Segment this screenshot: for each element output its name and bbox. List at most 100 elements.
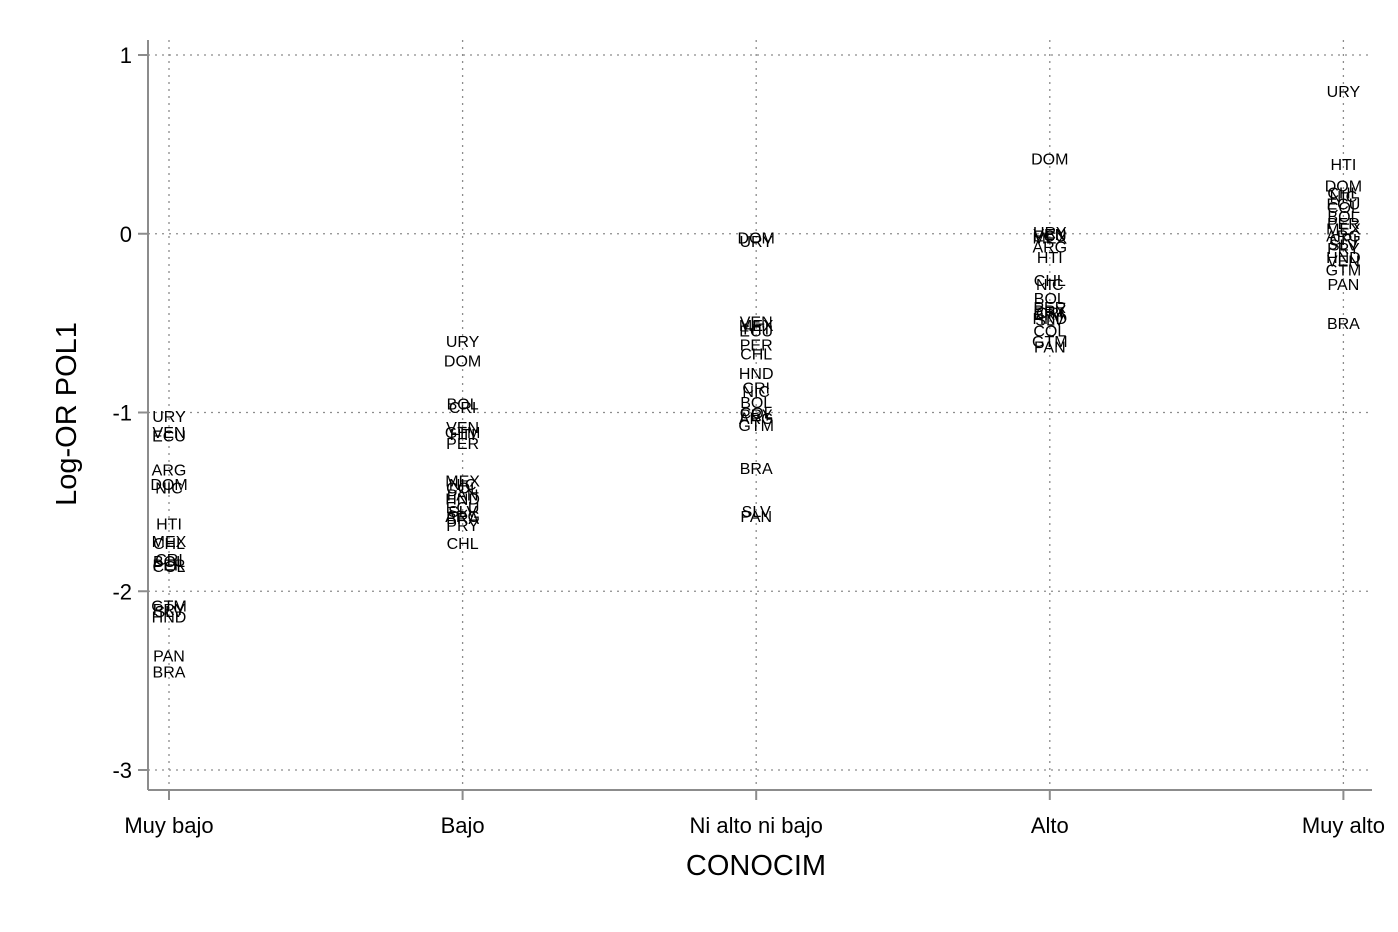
point-label-bra: BRA [1327,316,1360,333]
point-label-chl: CHL [1327,186,1359,203]
y-tick-label: 0 [120,222,132,247]
point-label-bol: BOL [740,395,772,412]
point-label-chl: CHL [447,536,479,553]
point-label-dom: DOM [444,354,481,371]
point-label-ecu: ECU [1327,196,1361,213]
point-label-pry: PRY [1033,304,1066,321]
point-label-ven: VEN [1327,254,1360,271]
point-label-slv: SLV [1035,313,1064,330]
point-label-chl: CHL [153,536,185,553]
point-label-ury: URY [446,334,480,351]
point-label-col: COL [1033,323,1066,340]
point-label-ecu: ECU [739,323,773,340]
point-label-arg: ARG [152,463,187,480]
point-label-gtm: GTM [1326,263,1362,280]
point-label-mex: MEX [739,318,774,335]
point-label-chl: CHL [1034,273,1066,290]
point-label-arg: ARG [445,509,480,526]
data-points: URYVENECUARGDOMNICHTIMEXCHLCRIBOLPERCOLG… [150,84,1362,682]
point-label-pry: PRY [153,602,186,619]
point-label-nic: NIC [155,481,183,498]
point-label-pry: PRY [740,407,773,424]
x-tick-label: Muy alto [1302,813,1385,838]
point-label-hnd: HND [1032,311,1067,328]
point-label-mex: MEX [152,534,187,551]
point-label-per: PER [740,338,773,355]
point-label-ury: URY [739,234,773,251]
point-label-bra: BRA [153,665,186,682]
point-label-pan: PAN [1328,277,1360,294]
point-label-hti: HTI [450,427,476,444]
point-label-gtm: GTM [738,418,774,435]
point-label-dom: DOM [150,477,187,494]
point-label-ury: URY [152,409,186,426]
x-tick-label: Bajo [441,813,485,838]
y-tick-label: -3 [112,758,132,783]
point-label-mex: MEX [445,473,480,490]
point-label-nic: NIC [742,384,770,401]
point-label-slv: SLV [1329,237,1358,254]
point-label-ecu: ECU [152,429,186,446]
y-axis-title: Log-OR POL1 [51,322,83,506]
point-label-pry: PRY [1327,241,1360,258]
point-label-bra: BRA [1033,307,1066,324]
point-label-ury: URY [1327,84,1361,101]
point-label-hti: HTI [1331,157,1357,174]
point-label-per: PER [446,436,479,453]
point-label-bra: BRA [740,461,773,478]
point-label-ven: VEN [1033,227,1066,244]
x-tick-label: Ni alto ni bajo [690,813,823,838]
point-label-dom: DOM [1031,152,1068,169]
point-label-per: PER [153,557,186,574]
point-label-slv: SLV [154,604,183,621]
y-tick-label: 1 [120,43,132,68]
point-label-chl: CHL [740,347,772,364]
point-label-pan: PAN [153,649,185,666]
point-label-hnd: HND [1326,250,1361,267]
point-label-pan: PAN [740,509,772,526]
point-label-bol: BOL [153,554,185,571]
point-label-pan: PAN [1034,339,1066,356]
point-label-per: PER [1033,300,1066,317]
point-label-per: PER [1327,216,1360,233]
point-label-bol: BOL [1327,209,1359,226]
point-label-slv: SLV [742,504,771,521]
point-label-mex: MEX [1032,230,1067,247]
axes: 1 0 -1 -2 -3 Muy bajo Bajo Ni alto ni bajo Alto M… [112,40,1385,838]
point-label-nic: NIC [449,477,477,494]
point-label-nic: NIC [1330,189,1358,206]
point-label-bol: BOL [1034,291,1066,308]
point-label-bol: BOL [447,397,479,414]
point-label-cri: CRI [1036,305,1064,322]
point-label-dom: DOM [1325,178,1362,195]
point-label-pan: PAN [447,488,479,505]
point-label-cri: CRI [155,552,183,569]
point-label-ven: VEN [446,420,479,437]
point-label-hti: HTI [1037,250,1063,267]
point-label-bra: BRA [446,511,479,528]
point-label-dom: DOM [738,230,775,247]
y-tick-label: -1 [112,401,132,426]
point-label-arg: ARG [739,411,774,428]
point-label-mex: MEX [1326,221,1361,238]
point-label-ury: URY [1033,225,1067,242]
point-label-gtm: GTM [445,425,481,442]
point-label-hnd: HND [445,491,480,508]
point-label-cri: CRI [742,380,770,397]
x-tick-label: Alto [1031,813,1069,838]
grid-lines [148,40,1372,790]
point-label-arg: ARG [1326,229,1361,246]
x-axis-title: CONOCIM [686,850,826,882]
point-label-ecu: ECU [1033,229,1067,246]
x-tick-label: Muy bajo [124,813,213,838]
point-label-col: COL [153,559,186,576]
point-label-hnd: HND [152,609,187,626]
point-label-gtm: GTM [151,599,187,616]
point-label-ven: VEN [153,425,186,442]
point-label-hnd: HND [739,366,774,383]
point-label-arg: ARG [1032,239,1067,256]
y-tick-label: -2 [112,579,132,604]
point-label-hti: HTI [743,321,769,338]
point-label-nic: NIC [1036,277,1064,294]
